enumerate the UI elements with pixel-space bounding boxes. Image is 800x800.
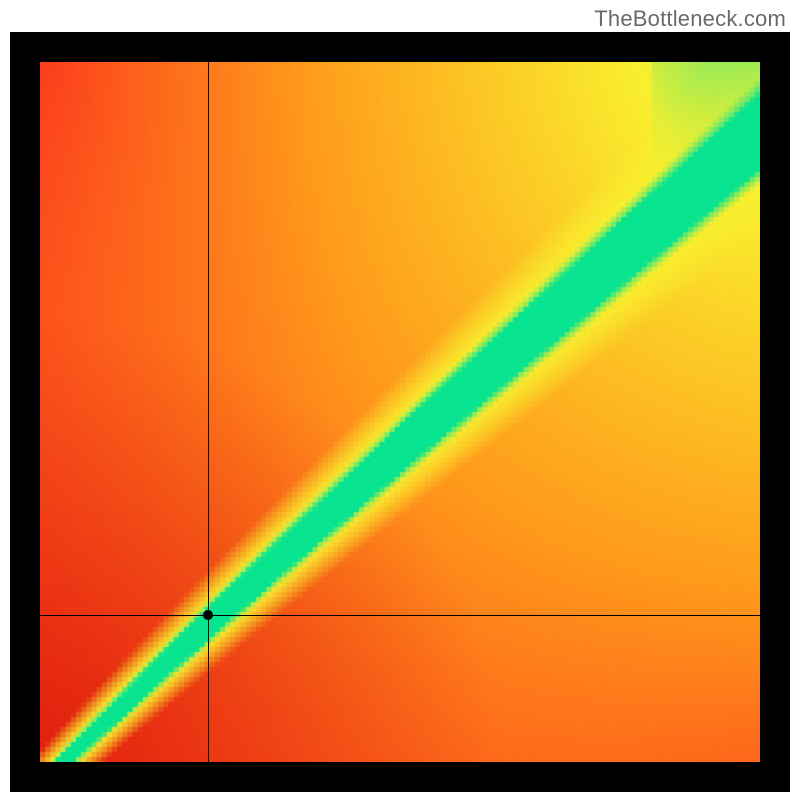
- crosshair-horizontal: [40, 615, 760, 616]
- chart-container: TheBottleneck.com: [0, 0, 800, 800]
- heatmap-plot: [10, 32, 790, 792]
- heatmap-canvas-wrap: [40, 62, 760, 762]
- heatmap-canvas: [40, 62, 760, 762]
- watermark-text: TheBottleneck.com: [594, 6, 786, 32]
- crosshair-vertical: [208, 62, 209, 762]
